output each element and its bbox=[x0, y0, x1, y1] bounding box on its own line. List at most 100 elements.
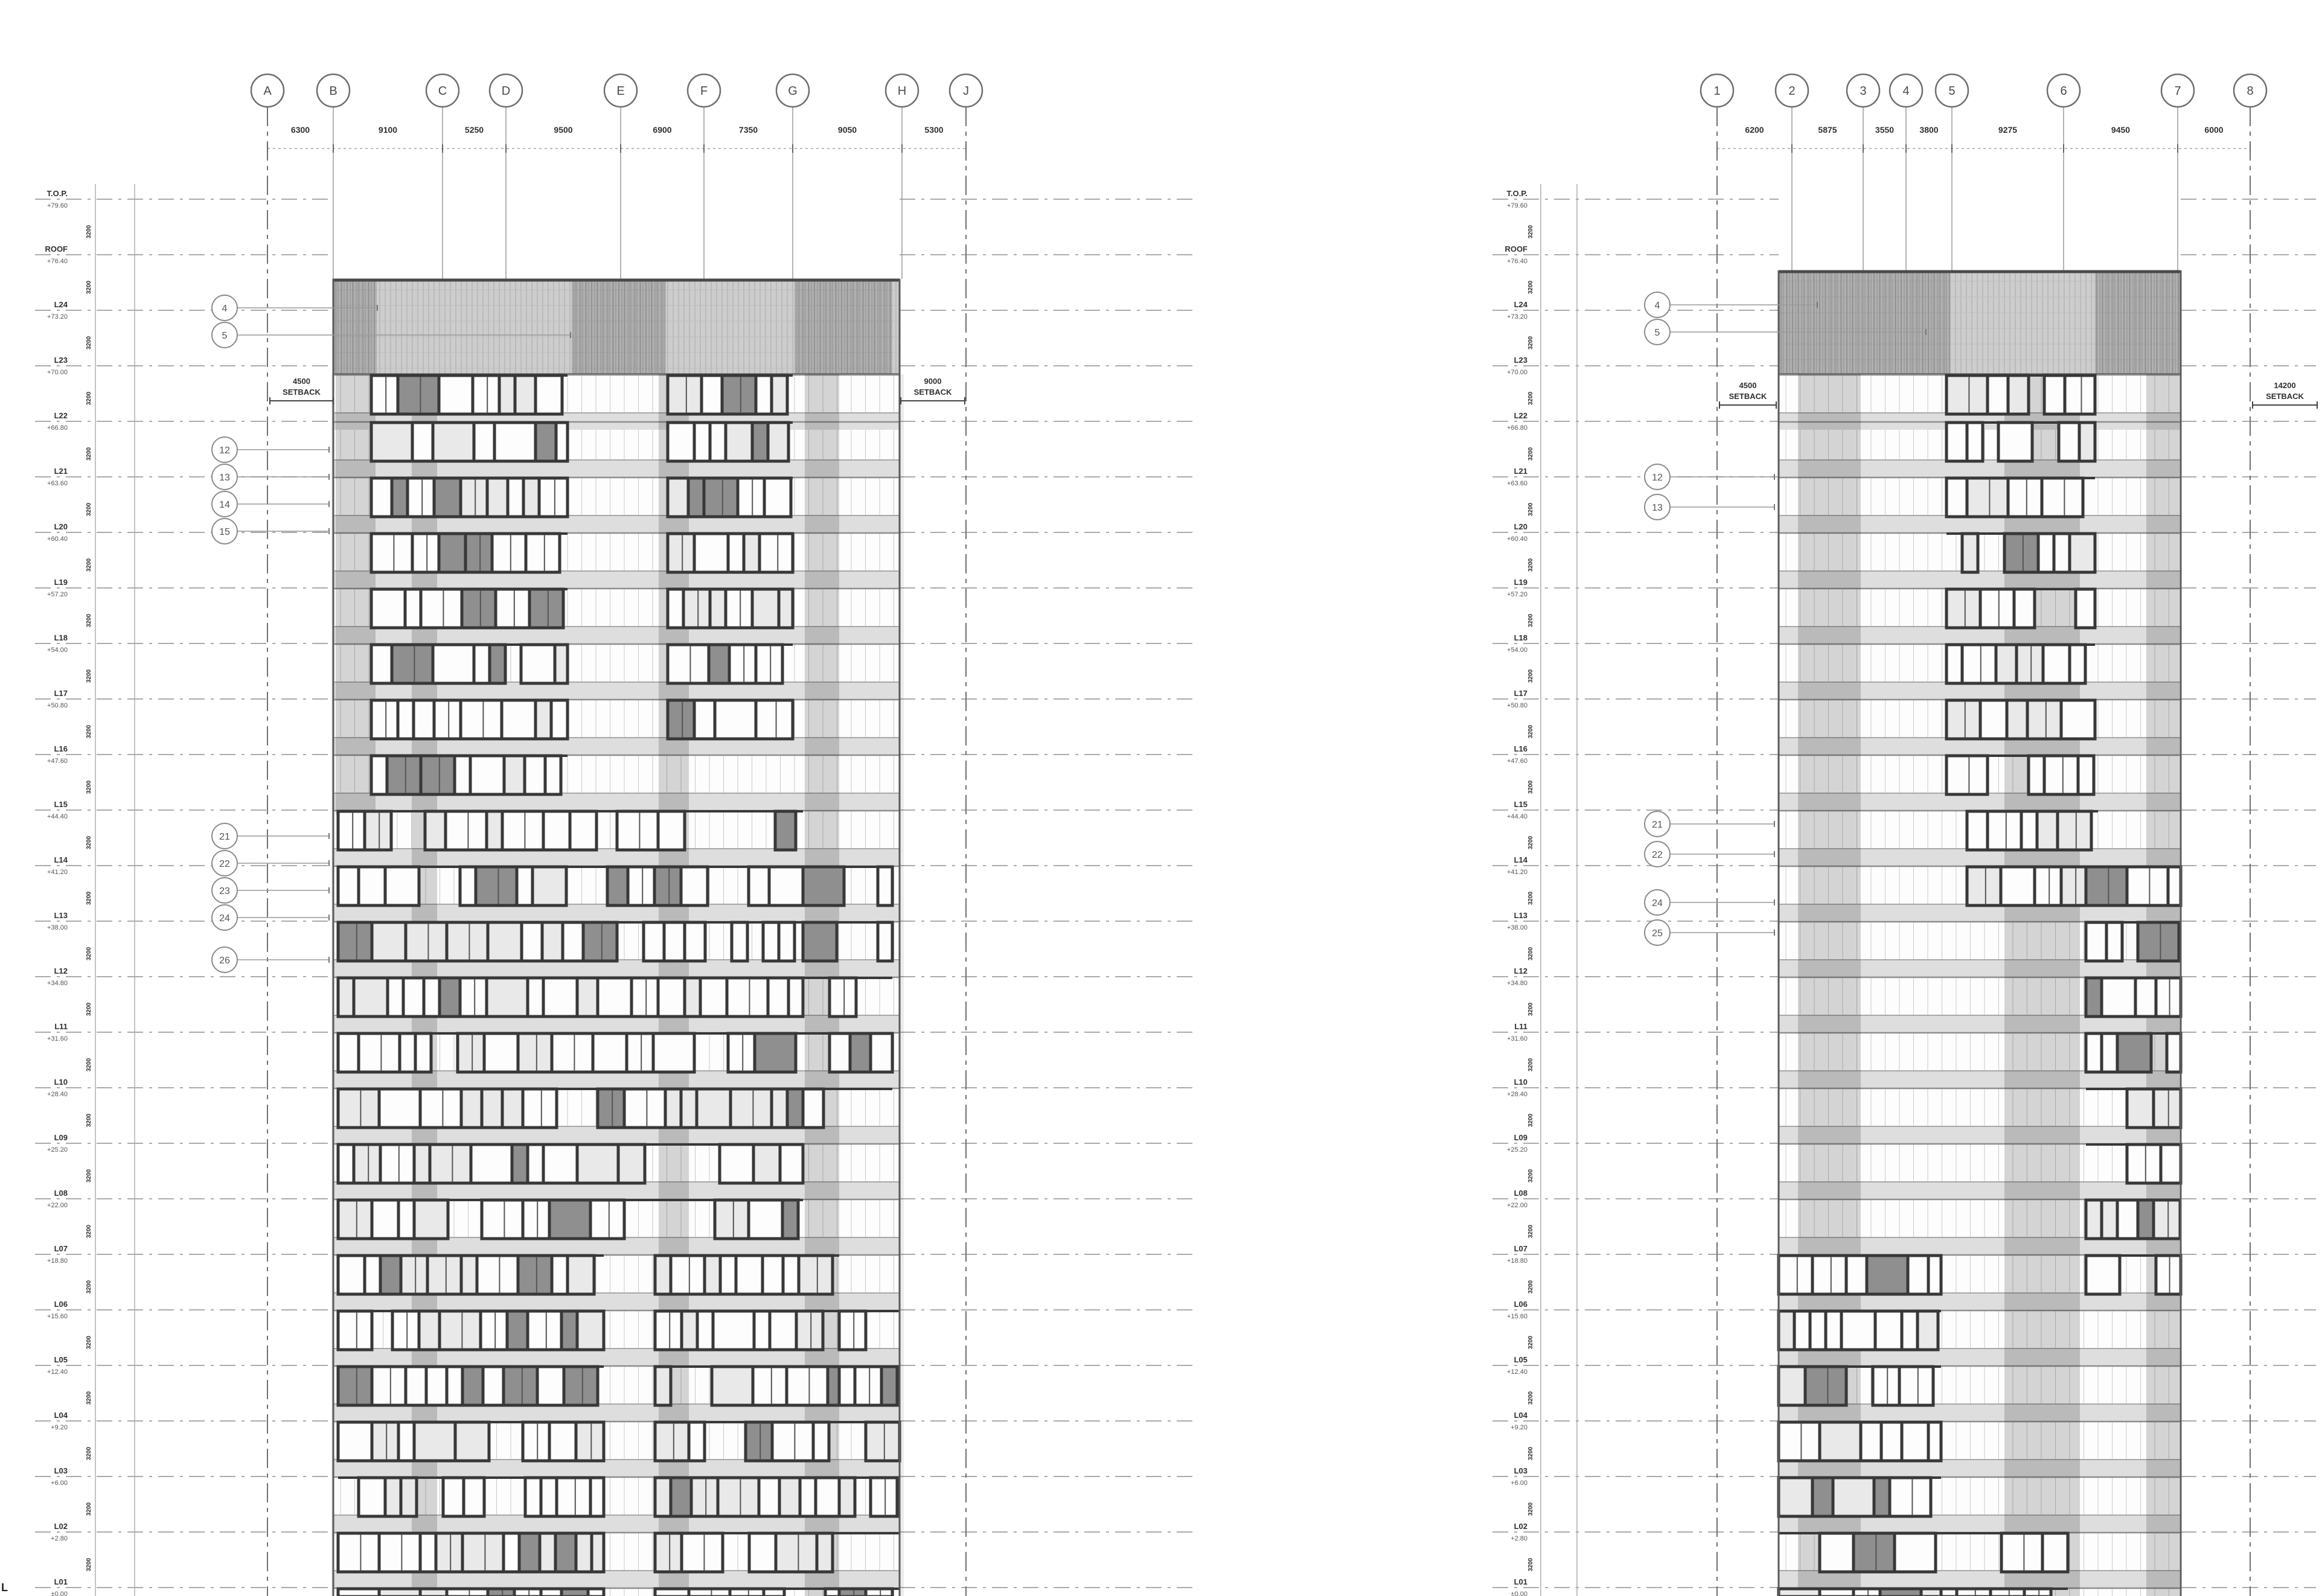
svg-text:21: 21 bbox=[1652, 820, 1663, 830]
svg-text:L20: L20 bbox=[1514, 522, 1527, 531]
svg-text:L04: L04 bbox=[54, 1411, 68, 1420]
svg-text:+28.40: +28.40 bbox=[47, 1091, 68, 1098]
svg-text:+73.20: +73.20 bbox=[1507, 313, 1527, 321]
svg-text:L17: L17 bbox=[54, 689, 68, 698]
svg-text:+6.00: +6.00 bbox=[51, 1479, 68, 1487]
svg-text:L13: L13 bbox=[1514, 911, 1527, 920]
level-labels: T.O.P.+79.603200ROOF+76.403200L24+73.203… bbox=[45, 184, 135, 1596]
svg-text:L08: L08 bbox=[54, 1189, 68, 1198]
svg-text:3200: 3200 bbox=[86, 835, 92, 849]
svg-text:A: A bbox=[263, 85, 272, 98]
svg-text:+34.80: +34.80 bbox=[47, 980, 68, 987]
svg-text:+9.20: +9.20 bbox=[51, 1424, 68, 1431]
svg-text:+66.80: +66.80 bbox=[1507, 424, 1527, 432]
svg-text:±0.00: ±0.00 bbox=[51, 1591, 68, 1596]
svg-text:ROOF: ROOF bbox=[45, 244, 68, 254]
crown bbox=[1779, 270, 2181, 375]
svg-text:3200: 3200 bbox=[86, 1502, 92, 1516]
svg-text:+60.40: +60.40 bbox=[47, 535, 68, 543]
svg-text:L18: L18 bbox=[1514, 633, 1527, 642]
svg-text:E: E bbox=[616, 85, 624, 98]
svg-text:3200: 3200 bbox=[86, 502, 92, 516]
svg-text:3200: 3200 bbox=[86, 1169, 92, 1183]
svg-text:+18.80: +18.80 bbox=[47, 1257, 68, 1265]
elevation-west: T.O.P. +79.60 3200 ROOF +76.40 3200 L24 +73.20 3… bbox=[35, 73, 1198, 1596]
svg-text:L12: L12 bbox=[1514, 966, 1527, 975]
svg-text:C: C bbox=[438, 85, 447, 98]
corner-mark: L bbox=[1, 1582, 8, 1594]
svg-text:+76.40: +76.40 bbox=[47, 258, 68, 265]
svg-text:L09: L09 bbox=[1514, 1133, 1527, 1142]
svg-text:9450: 9450 bbox=[2111, 125, 2130, 135]
svg-text:3200: 3200 bbox=[1527, 558, 1534, 572]
svg-text:L02: L02 bbox=[1514, 1522, 1527, 1531]
svg-text:3200: 3200 bbox=[86, 391, 92, 405]
svg-text:8: 8 bbox=[2247, 85, 2253, 98]
svg-text:3200: 3200 bbox=[1527, 447, 1534, 461]
svg-text:+63.60: +63.60 bbox=[1507, 480, 1527, 487]
svg-text:3200: 3200 bbox=[86, 613, 92, 627]
grid-bubbles: 1 2 3 4 5 6 7 8 bbox=[1700, 73, 2268, 108]
svg-text:3200: 3200 bbox=[86, 1002, 92, 1016]
svg-text:+76.40: +76.40 bbox=[1507, 258, 1527, 265]
svg-text:3200: 3200 bbox=[1527, 724, 1534, 738]
svg-text:+31.60: +31.60 bbox=[47, 1035, 68, 1042]
svg-text:1: 1 bbox=[1713, 85, 1720, 98]
svg-text:3200: 3200 bbox=[1527, 1391, 1534, 1405]
svg-text:L10: L10 bbox=[1514, 1077, 1527, 1087]
setback-notes: 4500 SETBACK 14200 SETBACK bbox=[1719, 381, 2318, 409]
svg-text:L06: L06 bbox=[1514, 1300, 1527, 1309]
svg-text:6000: 6000 bbox=[2204, 125, 2223, 135]
window-clusters bbox=[336, 374, 901, 1596]
svg-text:+44.40: +44.40 bbox=[1507, 813, 1527, 820]
svg-text:+41.20: +41.20 bbox=[1507, 869, 1527, 876]
svg-text:L07: L07 bbox=[1514, 1244, 1527, 1253]
svg-text:L02: L02 bbox=[54, 1522, 68, 1531]
svg-text:+66.80: +66.80 bbox=[47, 424, 68, 432]
svg-text:L15: L15 bbox=[1514, 800, 1527, 809]
svg-text:L14: L14 bbox=[1514, 855, 1528, 864]
svg-text:L14: L14 bbox=[54, 855, 68, 864]
svg-text:4: 4 bbox=[1655, 301, 1660, 311]
svg-text:L12: L12 bbox=[54, 966, 68, 975]
svg-text:3200: 3200 bbox=[1527, 336, 1534, 350]
svg-text:+31.60: +31.60 bbox=[1507, 1035, 1527, 1042]
svg-text:L01: L01 bbox=[54, 1577, 68, 1586]
svg-text:+50.80: +50.80 bbox=[47, 702, 68, 709]
svg-text:3200: 3200 bbox=[86, 1391, 92, 1405]
svg-text:3200: 3200 bbox=[1527, 225, 1534, 238]
svg-text:3200: 3200 bbox=[1527, 613, 1534, 627]
svg-text:F: F bbox=[700, 85, 708, 98]
svg-text:B: B bbox=[329, 85, 337, 98]
svg-text:3200: 3200 bbox=[86, 724, 92, 738]
svg-text:+47.60: +47.60 bbox=[1507, 758, 1527, 765]
svg-text:+63.60: +63.60 bbox=[47, 480, 68, 487]
svg-text:L22: L22 bbox=[54, 411, 68, 420]
svg-text:5: 5 bbox=[1655, 328, 1660, 338]
svg-text:3200: 3200 bbox=[1527, 669, 1534, 683]
svg-text:15: 15 bbox=[219, 527, 230, 537]
keynote-callouts: 4 5 12 13 21 22 24 25 bbox=[1644, 292, 1927, 946]
svg-text:4: 4 bbox=[222, 304, 228, 314]
svg-text:ROOF: ROOF bbox=[1505, 244, 1527, 254]
svg-text:D: D bbox=[502, 85, 510, 98]
svg-text:T.O.P.: T.O.P. bbox=[47, 189, 68, 198]
svg-text:L23: L23 bbox=[1514, 356, 1527, 365]
svg-text:SETBACK: SETBACK bbox=[914, 388, 952, 397]
level-labels: T.O.P.+79.603200ROOF+76.403200L24+73.203… bbox=[1505, 184, 1578, 1596]
svg-text:3550: 3550 bbox=[1875, 125, 1894, 135]
svg-text:J: J bbox=[963, 85, 969, 98]
svg-text:L20: L20 bbox=[54, 522, 68, 531]
keynote-callouts: 4 5 12 13 14 15 21 22 23 24 26 bbox=[211, 295, 571, 973]
svg-text:3200: 3200 bbox=[86, 336, 92, 350]
svg-text:5250: 5250 bbox=[465, 125, 484, 135]
svg-text:SETBACK: SETBACK bbox=[1729, 392, 1767, 401]
svg-text:L01: L01 bbox=[1514, 1577, 1527, 1586]
svg-text:±0.00: ±0.00 bbox=[1511, 1591, 1527, 1596]
svg-text:+70.00: +70.00 bbox=[47, 369, 68, 376]
svg-text:9500: 9500 bbox=[554, 125, 572, 135]
svg-text:+28.40: +28.40 bbox=[1507, 1091, 1527, 1098]
svg-text:3200: 3200 bbox=[1527, 1002, 1534, 1016]
